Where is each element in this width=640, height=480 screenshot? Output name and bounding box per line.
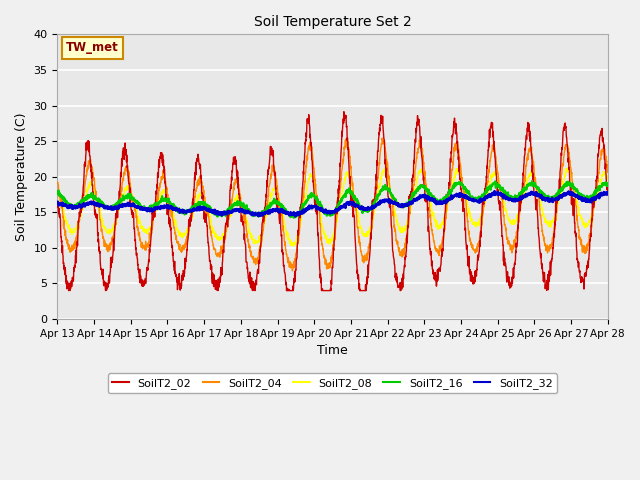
SoilT2_08 [571,187,579,193]
SoilT2_08 [604,176,612,182]
Text: TW_met: TW_met [66,41,118,54]
SoilT2_16 [571,186,579,192]
SoilT2_08 [207,218,214,224]
SoilT2_08 [493,174,500,180]
SoilT2_08 [564,165,572,171]
SoilT2_16 [349,190,356,196]
SoilT2_08 [290,243,298,249]
SoilT2_04 [361,258,369,264]
SoilT2_32 [491,188,499,194]
SoilT2_02 [340,109,348,115]
SoilT2_04 [349,180,356,186]
SoilT2_08 [556,195,563,201]
SoilT2_04 [556,189,563,195]
SoilT2_02 [207,262,215,268]
SoilT2_32 [571,192,579,197]
SoilT2_32 [556,194,563,200]
SoilT2_32 [604,190,612,195]
SoilT2_16 [556,190,563,196]
SoilT2_04 [493,162,500,168]
Y-axis label: Soil Temperature (C): Soil Temperature (C) [15,112,28,241]
SoilT2_04 [343,135,351,141]
Line: SoilT2_32: SoilT2_32 [58,191,608,216]
Line: SoilT2_02: SoilT2_02 [58,112,608,290]
SoilT2_08 [361,233,369,239]
SoilT2_16 [54,188,61,194]
SoilT2_04 [207,228,214,234]
Line: SoilT2_04: SoilT2_04 [58,138,608,271]
SoilT2_02 [54,200,61,205]
SoilT2_02 [604,189,612,194]
SoilT2_02 [349,205,356,211]
SoilT2_32 [493,191,500,197]
X-axis label: Time: Time [317,344,348,357]
SoilT2_04 [571,193,579,199]
SoilT2_16 [290,215,298,221]
SoilT2_32 [361,206,369,212]
SoilT2_32 [291,214,299,219]
SoilT2_02 [571,220,579,226]
Line: SoilT2_16: SoilT2_16 [58,181,608,218]
Line: SoilT2_08: SoilT2_08 [58,168,608,246]
SoilT2_04 [54,180,61,186]
SoilT2_16 [604,182,612,188]
SoilT2_16 [528,178,536,184]
SoilT2_16 [493,182,500,188]
SoilT2_02 [493,184,500,190]
SoilT2_32 [349,201,356,207]
SoilT2_32 [207,208,214,214]
SoilT2_04 [289,268,296,274]
SoilT2_02 [65,288,72,293]
SoilT2_16 [361,206,369,212]
SoilT2_08 [54,184,61,190]
Legend: SoilT2_02, SoilT2_04, SoilT2_08, SoilT2_16, SoilT2_32: SoilT2_02, SoilT2_04, SoilT2_08, SoilT2_… [108,373,557,393]
SoilT2_08 [349,188,356,193]
SoilT2_02 [556,176,563,182]
SoilT2_16 [207,207,214,213]
SoilT2_02 [361,288,369,293]
SoilT2_04 [604,169,612,175]
SoilT2_32 [54,199,61,204]
Title: Soil Temperature Set 2: Soil Temperature Set 2 [253,15,412,29]
